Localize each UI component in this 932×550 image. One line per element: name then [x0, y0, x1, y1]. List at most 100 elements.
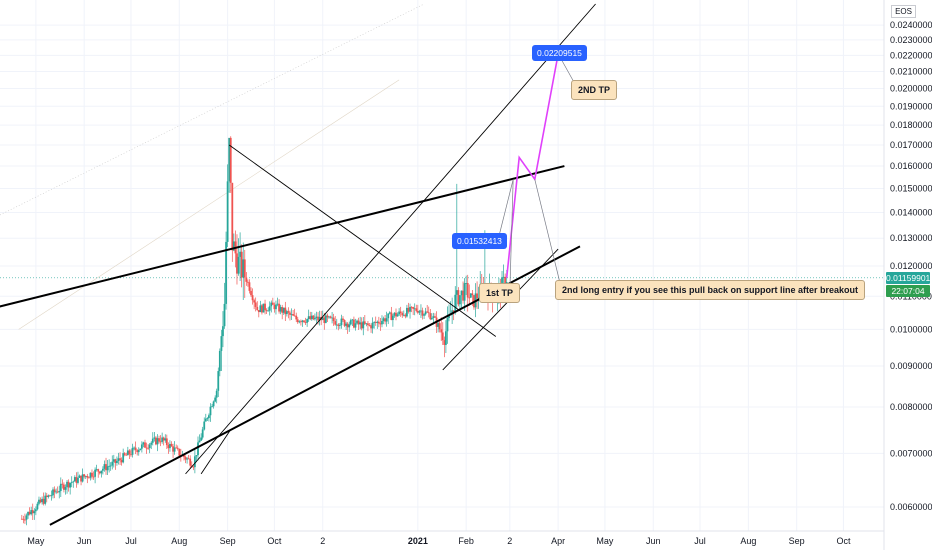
candle-body [125, 454, 128, 456]
candle-body [31, 510, 34, 514]
x-tick-label: 2 [507, 536, 512, 546]
candle-body [145, 447, 148, 449]
x-tick-label: Aug [171, 536, 187, 546]
candle-body [198, 440, 201, 443]
trendline-upper-channel[interactable] [0, 165, 565, 309]
candle-body [340, 318, 343, 326]
candle-body [257, 310, 260, 313]
candle-body [292, 314, 295, 316]
candle-body [206, 418, 209, 419]
trendline-sep-low-line[interactable] [200, 429, 232, 475]
candle-body [289, 312, 291, 315]
candle-body [381, 320, 383, 325]
candle-body [382, 318, 385, 321]
candle-body [278, 303, 280, 312]
candle-body [409, 306, 411, 312]
candle-body [348, 324, 351, 328]
candle-body [338, 325, 341, 326]
candle-body [208, 415, 210, 419]
candle-body [318, 316, 321, 321]
candle-body [312, 315, 315, 320]
second-tp-label[interactable]: 2ND TP [571, 80, 618, 100]
trendline-descending-from-sep[interactable] [228, 144, 497, 337]
candle-body [41, 498, 43, 503]
candle-body [303, 320, 305, 322]
candle-body [189, 458, 192, 466]
candle-body [387, 313, 390, 319]
candle-body [176, 447, 179, 449]
candle-body [343, 320, 346, 326]
candle-body [161, 437, 164, 442]
candle-body [228, 137, 231, 182]
candle-body [66, 481, 68, 488]
candle-body [167, 445, 170, 449]
trendline-big-diagonal[interactable] [185, 3, 596, 475]
candle-body [34, 509, 37, 512]
first-tp-label[interactable]: 1st TP [479, 283, 521, 303]
candle-body [220, 336, 223, 351]
candle-body [156, 438, 159, 445]
candle-body [25, 515, 28, 520]
candle-body [246, 281, 249, 283]
x-tick-label: Jul [694, 536, 706, 546]
candle-body [429, 313, 432, 320]
candle-body [112, 459, 115, 462]
candle-body [222, 326, 224, 337]
candle-body [321, 317, 324, 321]
candle-body [359, 322, 362, 325]
candle-body [424, 311, 427, 315]
candle-body [384, 318, 386, 322]
candle-body [240, 251, 243, 278]
price-callout-1st-tp[interactable]: 0.01532413 [452, 233, 507, 249]
candle-body [150, 442, 153, 445]
candle-body [123, 453, 126, 455]
candle-body [268, 306, 271, 311]
candle-body [377, 321, 380, 324]
candle-body [70, 482, 73, 484]
candle-body [368, 325, 371, 326]
candle-body [36, 503, 39, 510]
candle-body [457, 290, 460, 305]
candle-body [437, 323, 440, 327]
candle-body [390, 312, 393, 321]
candle-body [232, 241, 235, 251]
candle-body [328, 316, 330, 318]
pointer-entry-note [534, 179, 561, 284]
candle-body [444, 331, 447, 345]
candle-body [285, 311, 288, 315]
candle-body [265, 310, 268, 311]
candle-body [432, 316, 435, 318]
candle-body [98, 471, 101, 474]
candle-body [134, 447, 137, 451]
candle-body [404, 314, 407, 317]
candle-body [323, 317, 326, 323]
candle-body [279, 307, 282, 312]
candle-body [349, 320, 352, 325]
candle-body [158, 438, 160, 442]
x-tick-label: Feb [458, 536, 474, 546]
candle-body [502, 276, 505, 278]
candle-body [460, 290, 463, 296]
time-axis[interactable]: May Jun Jul Aug Sep Oct 2 2021 Feb 2 Apr May Jun Jul A… [27, 536, 851, 546]
candle-body [22, 518, 25, 520]
candle-body [128, 450, 131, 455]
candle-body [81, 474, 84, 482]
candle-body [477, 297, 480, 299]
candle-body [211, 406, 213, 408]
trendline-rising-wedge-low[interactable] [442, 248, 559, 371]
candle-body [418, 311, 421, 313]
x-tick-label: Jun [77, 536, 92, 546]
candle-body [20, 518, 23, 520]
candle-body [421, 310, 424, 316]
entry-note-label[interactable]: 2nd long entry if you see this pull back… [555, 280, 866, 300]
price-callout-2nd-tp[interactable]: 0.02209515 [532, 45, 587, 61]
candle-body [39, 499, 42, 503]
candle-body [86, 475, 89, 478]
